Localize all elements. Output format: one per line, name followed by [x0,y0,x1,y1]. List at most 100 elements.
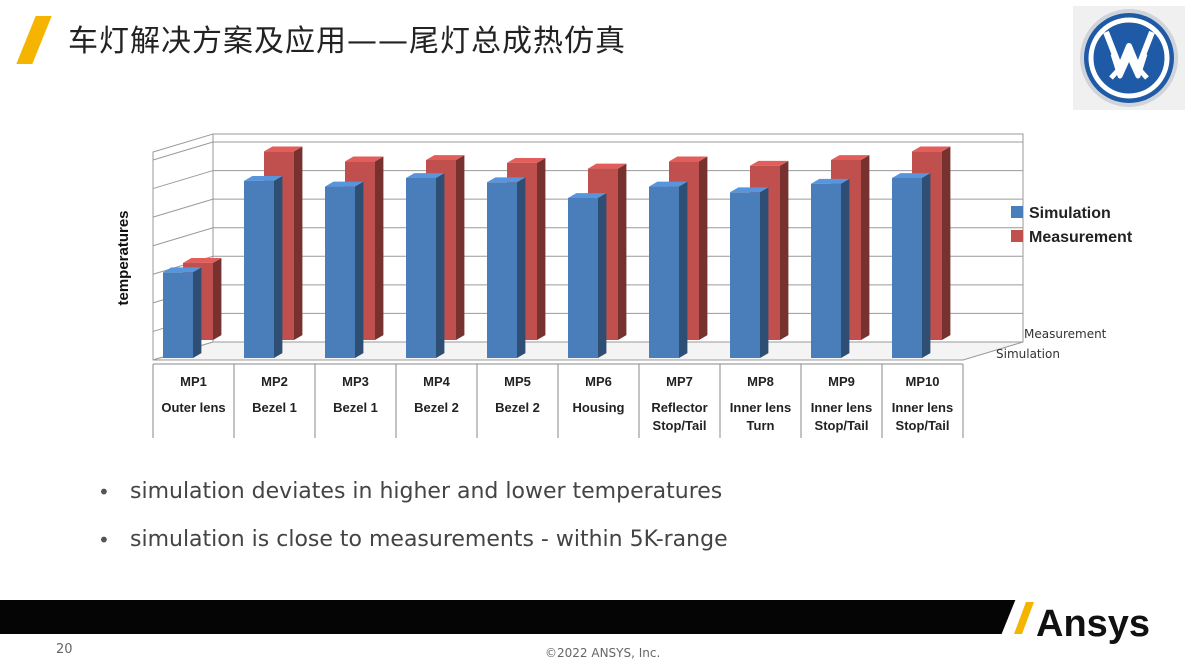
page-number: 20 [56,642,73,657]
bar-simulation-MP9-side [841,178,850,358]
ansys-logo: Ansys [1014,602,1150,644]
bar-simulation-MP8-side [760,187,769,358]
bar-simulation-MP10-side [922,173,931,358]
bullet-dot: • [98,480,110,504]
bar-measurement-MP3-side [375,156,384,340]
vw-logo-icon [1073,6,1185,110]
bar-measurement-MP1-top [183,257,222,263]
category-label: MP8 [747,374,774,389]
category-label: MP10 [906,374,940,389]
bar-simulation-MP8 [730,192,760,358]
bar-measurement-MP8-side [780,160,789,340]
bar-measurement-MP3-top [345,156,384,162]
temperature-comparison-chart: temperatures Measurement Simulation Simulat… [115,133,1133,438]
bar-simulation-MP3-top [325,181,364,187]
category-label: MP1 [180,374,207,389]
bar-measurement-MP9-side [861,155,870,340]
bullet-list: • simulation deviates in higher and lowe… [96,472,728,568]
ansys-slash-icon [1014,602,1034,634]
category-label: MP2 [261,374,288,389]
category-label: MP4 [423,374,451,389]
bar-simulation-MP1-side [193,267,202,358]
bar-simulation-MP2 [244,180,274,358]
category-label: MP7 [666,374,693,389]
bar-simulation-MP5-side [517,177,526,358]
bar-measurement-MP4-top [426,155,465,160]
bar-simulation-MP2-side [274,175,283,358]
bar-measurement-MP7-top [669,156,708,162]
bar-simulation-MP9-top [811,178,850,184]
bar-measurement-MP5-top [507,157,546,163]
bar-simulation-MP4 [406,178,436,358]
category-description: Stop/Tail [896,418,950,433]
bar-simulation-MP7-side [679,181,688,358]
category-description: Turn [747,418,775,433]
bullet-text: simulation is close to measurements - wi… [130,527,728,552]
category-label: MP6 [585,374,612,389]
category-description: Outer lens [161,400,225,415]
bar-measurement-MP5-side [537,157,546,340]
legend-swatch-measurement [1011,230,1023,242]
bar-simulation-MP1-top [163,267,202,273]
footer-band [0,600,1192,634]
bar-measurement-MP2-side [294,146,303,340]
bar-simulation-MP5-top [487,177,526,183]
category-description: Inner lens [811,400,872,415]
bar-measurement-MP8-top [750,160,789,166]
bullet-item: • simulation deviates in higher and lowe… [96,472,728,520]
legend-label-simulation: Simulation [1029,205,1111,222]
bar-measurement-MP9-top [831,155,870,160]
category-description: Stop/Tail [653,418,707,433]
gridline-side [152,141,214,161]
bar-simulation-MP10 [892,178,922,358]
bar-measurement-MP10-top [912,146,951,152]
bar-measurement-MP6-side [618,163,627,340]
category-label: MP5 [504,374,531,389]
bullet-text: simulation deviates in higher and lower … [130,479,723,504]
bar-simulation-MP2-top [244,175,283,181]
bar-simulation-MP10-top [892,173,931,178]
category-label: MP9 [828,374,855,389]
bar-simulation-MP4-top [406,173,445,178]
copyright-text: ©2022 ANSYS, Inc. [545,646,661,660]
brand-name: Ansys [1036,603,1150,644]
category-label: MP3 [342,374,369,389]
category-description: Bezel 2 [495,400,540,415]
bar-simulation-MP1 [163,272,193,358]
legend-label-measurement: Measurement [1029,229,1133,246]
bar-simulation-MP4-side [436,173,445,358]
category-description: Bezel 1 [333,400,378,415]
bar-measurement-MP7-side [699,156,708,340]
legend-swatch-simulation [1011,206,1023,218]
category-description: Inner lens [730,400,791,415]
category-description: Housing [573,400,625,415]
bar-simulation-MP6 [568,198,598,358]
bar-simulation-MP6-side [598,193,607,358]
category-description: Inner lens [892,400,953,415]
depth-label-simulation: Simulation [996,347,1060,361]
depth-label-measurement: Measurement [1024,327,1107,341]
bullet-dot: • [98,528,110,552]
bar-measurement-MP4-side [456,155,465,340]
category-description: Bezel 1 [252,400,297,415]
title-accent-bar [16,16,52,64]
slide-title: 车灯解决方案及应用——尾灯总成热仿真 [68,24,626,59]
bar-simulation-MP7-top [649,181,688,187]
bar-simulation-MP3 [325,186,355,358]
gridline-side [152,170,214,190]
bar-simulation-MP6-top [568,193,607,198]
gridline-side [152,198,214,218]
gridline-side [152,227,214,247]
bullet-item: • simulation is close to measurements - … [96,520,728,568]
bar-simulation-MP3-side [355,181,364,358]
y-axis-label: temperatures [115,210,132,305]
bar-measurement-MP6-top [588,163,627,169]
bar-simulation-MP9 [811,183,841,358]
category-description: Bezel 2 [414,400,459,415]
bar-measurement-MP2-top [264,146,303,152]
bar-simulation-MP8-top [730,187,769,193]
bar-simulation-MP7 [649,186,679,358]
bar-measurement-MP10-side [942,146,951,340]
bar-measurement-MP1-side [213,257,222,340]
category-description: Reflector [651,400,707,415]
